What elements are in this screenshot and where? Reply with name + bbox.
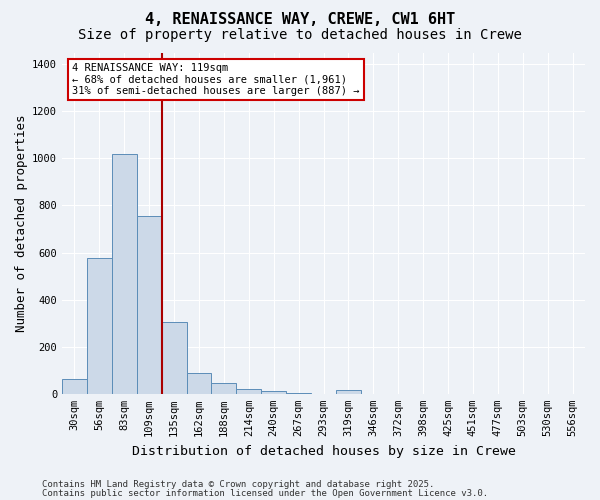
Bar xyxy=(87,258,112,394)
Text: 4 RENAISSANCE WAY: 119sqm
← 68% of detached houses are smaller (1,961)
31% of se: 4 RENAISSANCE WAY: 119sqm ← 68% of detac… xyxy=(73,62,360,96)
Y-axis label: Number of detached properties: Number of detached properties xyxy=(15,114,28,332)
Bar xyxy=(161,322,187,394)
Bar xyxy=(261,392,286,394)
Bar xyxy=(62,378,87,394)
Bar xyxy=(137,216,161,394)
Text: Size of property relative to detached houses in Crewe: Size of property relative to detached ho… xyxy=(78,28,522,42)
Text: Contains HM Land Registry data © Crown copyright and database right 2025.: Contains HM Land Registry data © Crown c… xyxy=(42,480,434,489)
Bar xyxy=(112,154,137,394)
Bar xyxy=(286,392,311,394)
X-axis label: Distribution of detached houses by size in Crewe: Distribution of detached houses by size … xyxy=(131,444,515,458)
Bar xyxy=(211,383,236,394)
Bar xyxy=(336,390,361,394)
Text: Contains public sector information licensed under the Open Government Licence v3: Contains public sector information licen… xyxy=(42,488,488,498)
Text: 4, RENAISSANCE WAY, CREWE, CW1 6HT: 4, RENAISSANCE WAY, CREWE, CW1 6HT xyxy=(145,12,455,28)
Bar xyxy=(236,389,261,394)
Bar xyxy=(187,372,211,394)
